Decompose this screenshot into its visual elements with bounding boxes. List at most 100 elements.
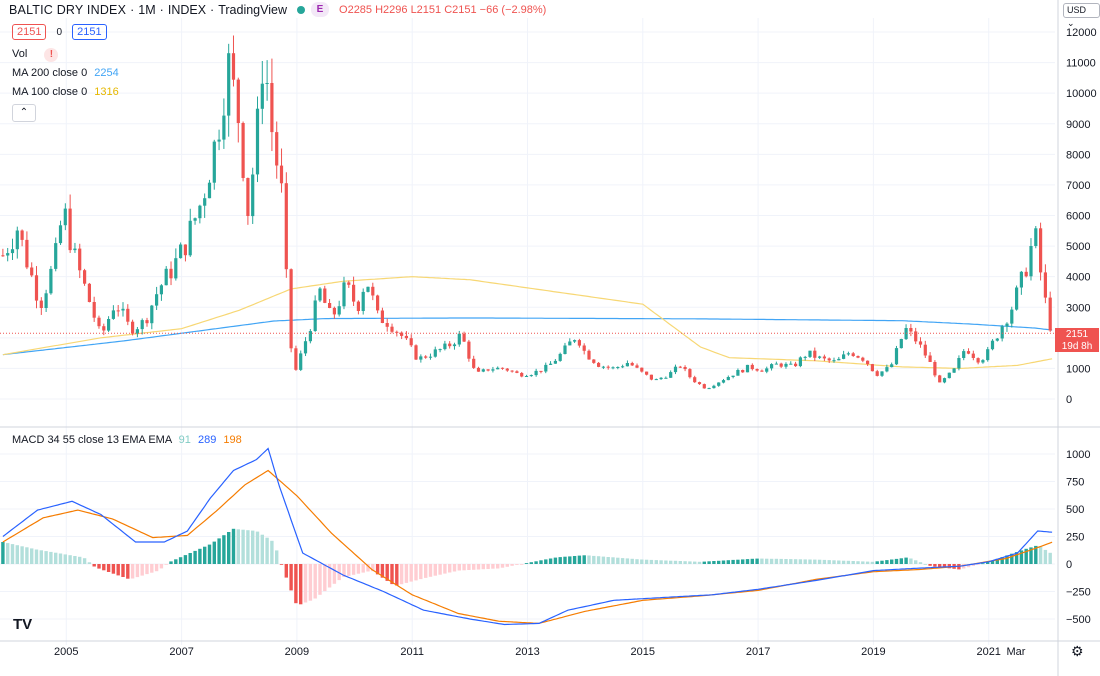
histogram-bar bbox=[6, 543, 10, 564]
candle-body bbox=[371, 286, 375, 296]
candle-body bbox=[352, 284, 356, 302]
candle-body bbox=[140, 320, 144, 330]
histogram-bar bbox=[539, 560, 543, 564]
histogram-bar bbox=[582, 555, 586, 564]
candle-body bbox=[10, 249, 15, 254]
histogram-bar bbox=[774, 558, 779, 564]
candle-body bbox=[654, 379, 658, 381]
histogram-bar bbox=[395, 564, 399, 586]
histogram-bar bbox=[529, 562, 533, 564]
histogram-bar bbox=[356, 564, 361, 574]
bid-box[interactable]: 2151 bbox=[12, 24, 47, 40]
histogram-bar bbox=[58, 553, 63, 564]
collapse-legend-button[interactable]: ⌃ bbox=[12, 104, 36, 122]
candle-body bbox=[400, 332, 404, 336]
candle-body bbox=[193, 218, 197, 221]
histogram-bar bbox=[174, 559, 178, 564]
histogram-bar bbox=[918, 562, 923, 564]
candle-body bbox=[472, 358, 476, 368]
candle-body bbox=[251, 174, 255, 217]
warning-icon[interactable]: ! bbox=[44, 48, 59, 62]
macd-legend[interactable]: MACD 34 55 close 13 EMA EMA 91 289 198 bbox=[12, 433, 242, 447]
histogram-bar bbox=[928, 564, 932, 566]
candle-body bbox=[1024, 271, 1028, 277]
histogram-bar bbox=[822, 559, 827, 564]
histogram-bar bbox=[534, 561, 538, 564]
candle-body bbox=[784, 363, 788, 367]
price-axis-label: 4000 bbox=[1066, 272, 1090, 284]
candle-body bbox=[169, 268, 173, 279]
histogram-bar bbox=[894, 558, 899, 564]
histogram-bar bbox=[318, 564, 322, 595]
candle-body bbox=[818, 356, 822, 358]
histogram-bar bbox=[765, 558, 769, 564]
histogram-bar bbox=[923, 564, 927, 565]
volume-legend[interactable]: Vol ! bbox=[12, 47, 59, 62]
histogram-bar bbox=[625, 558, 630, 564]
price-axis-label: 10000 bbox=[1066, 88, 1097, 100]
candle-body bbox=[842, 354, 846, 359]
macd-label: MACD 34 55 close 13 EMA EMA bbox=[12, 434, 172, 446]
candle-body bbox=[745, 364, 750, 373]
histogram-bar bbox=[524, 563, 529, 564]
candle-body bbox=[126, 308, 130, 322]
symbol-name[interactable]: BALTIC DRY INDEX bbox=[9, 2, 127, 17]
candle-body bbox=[462, 333, 466, 342]
ma200-legend[interactable]: MA 200 close 0 2254 bbox=[12, 66, 119, 80]
histogram-bar bbox=[1029, 547, 1033, 564]
histogram-bar bbox=[601, 556, 606, 564]
candle-body bbox=[15, 230, 19, 250]
histogram-bar bbox=[630, 558, 634, 564]
candle-body bbox=[702, 384, 706, 389]
histogram-bar bbox=[1048, 552, 1052, 564]
histogram-bar bbox=[231, 528, 236, 564]
e-badge[interactable]: E bbox=[311, 2, 330, 17]
candle-body bbox=[332, 307, 336, 315]
candle-body bbox=[217, 139, 221, 142]
macd-axis-label: −250 bbox=[1066, 587, 1091, 599]
candle-body bbox=[20, 230, 24, 240]
candle-body bbox=[404, 335, 408, 339]
gear-icon[interactable]: ⚙ bbox=[1071, 643, 1084, 659]
histogram-bar bbox=[635, 559, 639, 564]
histogram-bar bbox=[150, 564, 154, 573]
candle-body bbox=[174, 258, 178, 279]
tradingview-logo[interactable]: TV bbox=[13, 616, 33, 633]
ohlc-values: O2285 H2296 L2151 C2151 −66 (−2.98%) bbox=[339, 3, 547, 16]
candle-body bbox=[995, 338, 999, 341]
candle-body bbox=[942, 378, 947, 383]
candle-body bbox=[563, 345, 567, 354]
candle-body bbox=[649, 374, 653, 380]
histogram-bar bbox=[697, 561, 702, 564]
candle-body bbox=[976, 358, 980, 363]
histogram-bar bbox=[659, 560, 663, 564]
histogram-bar bbox=[198, 548, 202, 564]
macd-lines bbox=[2, 447, 1053, 626]
ask-box[interactable]: 2151 bbox=[72, 24, 107, 40]
candle-body bbox=[236, 79, 240, 123]
histogram-bar bbox=[424, 564, 428, 578]
candle-body bbox=[1043, 272, 1047, 298]
histogram-bar bbox=[54, 552, 58, 564]
histogram-bar bbox=[265, 537, 269, 564]
candle-body bbox=[111, 310, 115, 319]
ma100-legend[interactable]: MA 100 close 0 1316 bbox=[12, 85, 119, 99]
macd-histogram bbox=[1, 528, 1052, 605]
candle-body bbox=[265, 83, 269, 84]
candle-body bbox=[577, 340, 581, 346]
separator: · bbox=[210, 2, 215, 17]
macd-line bbox=[2, 447, 1053, 626]
candle-body bbox=[73, 248, 77, 251]
candle-body bbox=[159, 285, 163, 295]
volume-label: Vol bbox=[12, 48, 28, 60]
histogram-bar bbox=[102, 564, 106, 571]
currency-selector[interactable]: USD ⌄ bbox=[1063, 3, 1100, 28]
histogram-bar bbox=[1019, 550, 1024, 564]
candle-body bbox=[356, 301, 360, 311]
interval-label[interactable]: 1M bbox=[138, 2, 156, 17]
histogram-bar bbox=[736, 559, 740, 564]
price-axis-label: 0 bbox=[1066, 394, 1072, 406]
candle-body bbox=[601, 366, 605, 368]
time-axis-label: 2005 bbox=[54, 646, 78, 658]
